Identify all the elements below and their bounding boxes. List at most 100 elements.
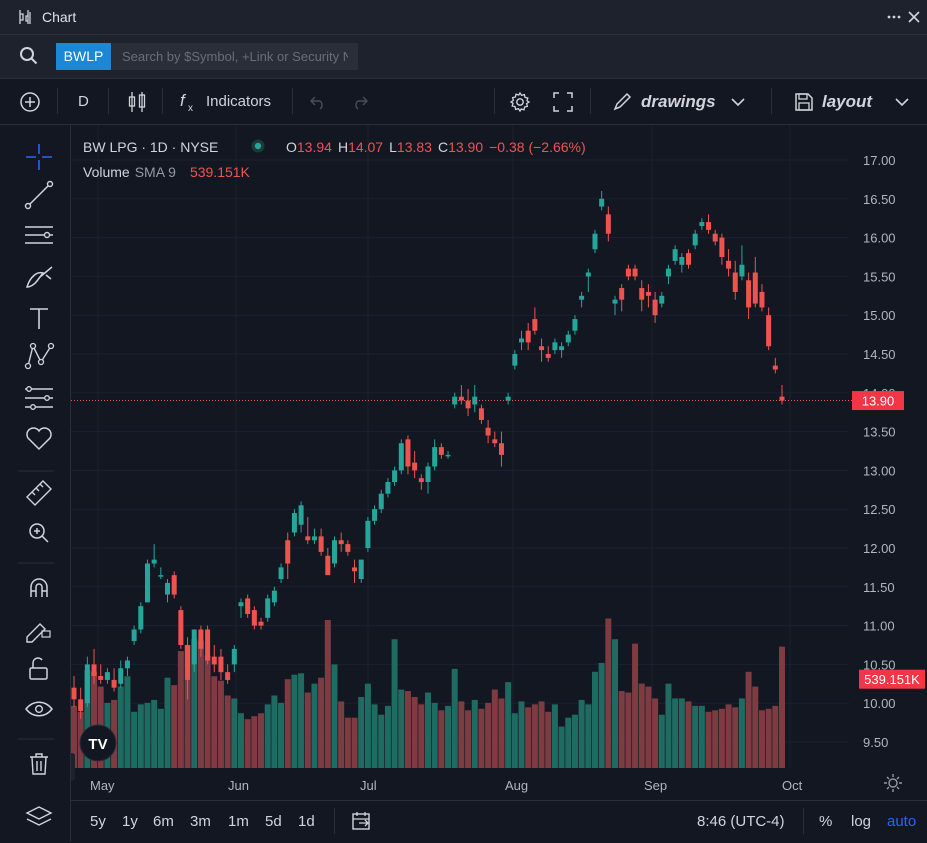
candle-body xyxy=(552,342,558,351)
volume-bar xyxy=(478,708,485,768)
settings-gear-icon[interactable] xyxy=(509,91,531,113)
range-5y[interactable]: 5y xyxy=(90,813,106,830)
volume-bar xyxy=(418,704,425,768)
trash-icon[interactable] xyxy=(30,753,48,775)
redo-icon[interactable] xyxy=(351,94,369,110)
crosshair-icon[interactable] xyxy=(26,144,52,170)
chevron-down-icon[interactable] xyxy=(894,97,910,107)
candle-body xyxy=(605,214,611,234)
candle-body xyxy=(579,295,585,300)
zoom-in-icon[interactable] xyxy=(29,523,49,543)
search-input[interactable] xyxy=(112,43,358,70)
candle-body xyxy=(665,268,671,277)
candle-body xyxy=(365,520,371,548)
volume-bar xyxy=(698,705,705,768)
volume-bar xyxy=(284,679,291,768)
candles-type-icon[interactable] xyxy=(126,90,148,114)
candle-body xyxy=(251,610,257,626)
collapse-sidebar-handle[interactable] xyxy=(71,753,75,781)
chevron-down-icon[interactable] xyxy=(730,97,746,107)
text-tool-icon[interactable] xyxy=(30,308,48,329)
candle-body xyxy=(418,478,424,483)
lock-drawings-icon[interactable] xyxy=(26,623,51,643)
candle-body xyxy=(191,629,197,665)
brush-icon[interactable] xyxy=(25,266,53,288)
eye-visibility-icon[interactable] xyxy=(25,701,53,717)
close-value: 13.90 xyxy=(448,139,483,155)
axis-settings-icon[interactable] xyxy=(884,774,902,792)
volume-bar xyxy=(237,713,244,768)
candle-body xyxy=(432,447,438,467)
percent-scale-toggle[interactable]: % xyxy=(819,813,833,830)
volume-bar xyxy=(598,662,605,768)
candle-body xyxy=(138,606,144,630)
candle-body xyxy=(218,656,224,673)
candle-body xyxy=(245,598,251,614)
volume-bar xyxy=(498,698,505,768)
auto-scale-toggle[interactable]: auto xyxy=(887,813,917,830)
range-5d[interactable]: 5d xyxy=(265,813,282,830)
volume-bar xyxy=(725,704,732,768)
candle-body xyxy=(392,470,398,483)
volume-bar xyxy=(191,639,198,768)
y-tick-label: 13.50 xyxy=(863,425,896,440)
candle-body xyxy=(285,540,291,564)
range-1m[interactable]: 1m xyxy=(228,813,249,830)
range-6m[interactable]: 6m xyxy=(153,813,174,830)
range-3m[interactable]: 3m xyxy=(190,813,211,830)
volume-bar xyxy=(351,717,358,768)
interval-button[interactable]: D xyxy=(78,93,89,110)
drawings-menu[interactable]: drawings xyxy=(641,92,716,111)
candle-body xyxy=(572,319,578,331)
volume-bar xyxy=(391,639,398,768)
trend-line-icon[interactable] xyxy=(24,180,54,210)
undo-icon[interactable] xyxy=(309,94,327,110)
open-value: 13.94 xyxy=(297,139,332,155)
volume-bar xyxy=(411,696,418,768)
volume-bar xyxy=(758,710,765,768)
timezone-clock[interactable]: 8:46 (UTC-4) xyxy=(697,813,785,830)
add-symbol-icon[interactable] xyxy=(19,91,41,113)
object-tree-icon[interactable] xyxy=(25,806,53,826)
volume-bar xyxy=(197,640,204,768)
ruler-icon[interactable] xyxy=(26,480,52,506)
pattern-tool-icon[interactable] xyxy=(24,342,55,370)
candle-body xyxy=(438,447,444,455)
search-icon[interactable] xyxy=(19,46,39,66)
drawing-tools-icons xyxy=(18,144,55,826)
heart-favorites-icon[interactable] xyxy=(26,427,52,451)
symbol-tag[interactable]: BWLP xyxy=(56,43,111,70)
layout-menu[interactable]: layout xyxy=(822,92,873,111)
magnet-icon[interactable] xyxy=(30,578,48,597)
save-layout-icon[interactable] xyxy=(794,92,814,112)
tradingview-logo[interactable]: TV xyxy=(79,724,117,762)
high-value: 14.07 xyxy=(348,139,383,155)
candle-body xyxy=(372,509,378,521)
price-chart[interactable]: 17.0016.5016.0015.5015.0014.5014.0013.50… xyxy=(71,125,927,800)
volume-bar xyxy=(164,677,171,768)
indicators-button[interactable]: Indicators xyxy=(206,93,272,110)
candle-body xyxy=(645,291,651,296)
y-tick-label: 9.50 xyxy=(863,735,888,750)
candle-body xyxy=(532,319,538,331)
volume-bar xyxy=(364,683,371,768)
indicators-fx-icon[interactable]: f x xyxy=(178,90,200,114)
unlock-icon[interactable] xyxy=(29,657,48,680)
date-range-icon[interactable] xyxy=(351,810,373,832)
volume-bar xyxy=(184,645,191,768)
range-1d[interactable]: 1d xyxy=(298,813,315,830)
volume-bar xyxy=(591,671,598,768)
fullscreen-icon[interactable] xyxy=(553,92,573,112)
prediction-tool-icon[interactable] xyxy=(25,386,53,410)
more-options-icon[interactable] xyxy=(886,12,902,22)
volume-bar xyxy=(251,716,258,768)
close-icon[interactable] xyxy=(907,10,921,24)
log-scale-toggle[interactable]: log xyxy=(851,813,872,830)
horizontal-lines-icon[interactable] xyxy=(25,226,53,244)
volume-bar xyxy=(231,698,238,768)
candle-body xyxy=(352,567,358,572)
pencil-drawings-icon[interactable] xyxy=(612,92,634,112)
range-1y[interactable]: 1y xyxy=(122,813,138,830)
candle-body xyxy=(699,222,705,226)
